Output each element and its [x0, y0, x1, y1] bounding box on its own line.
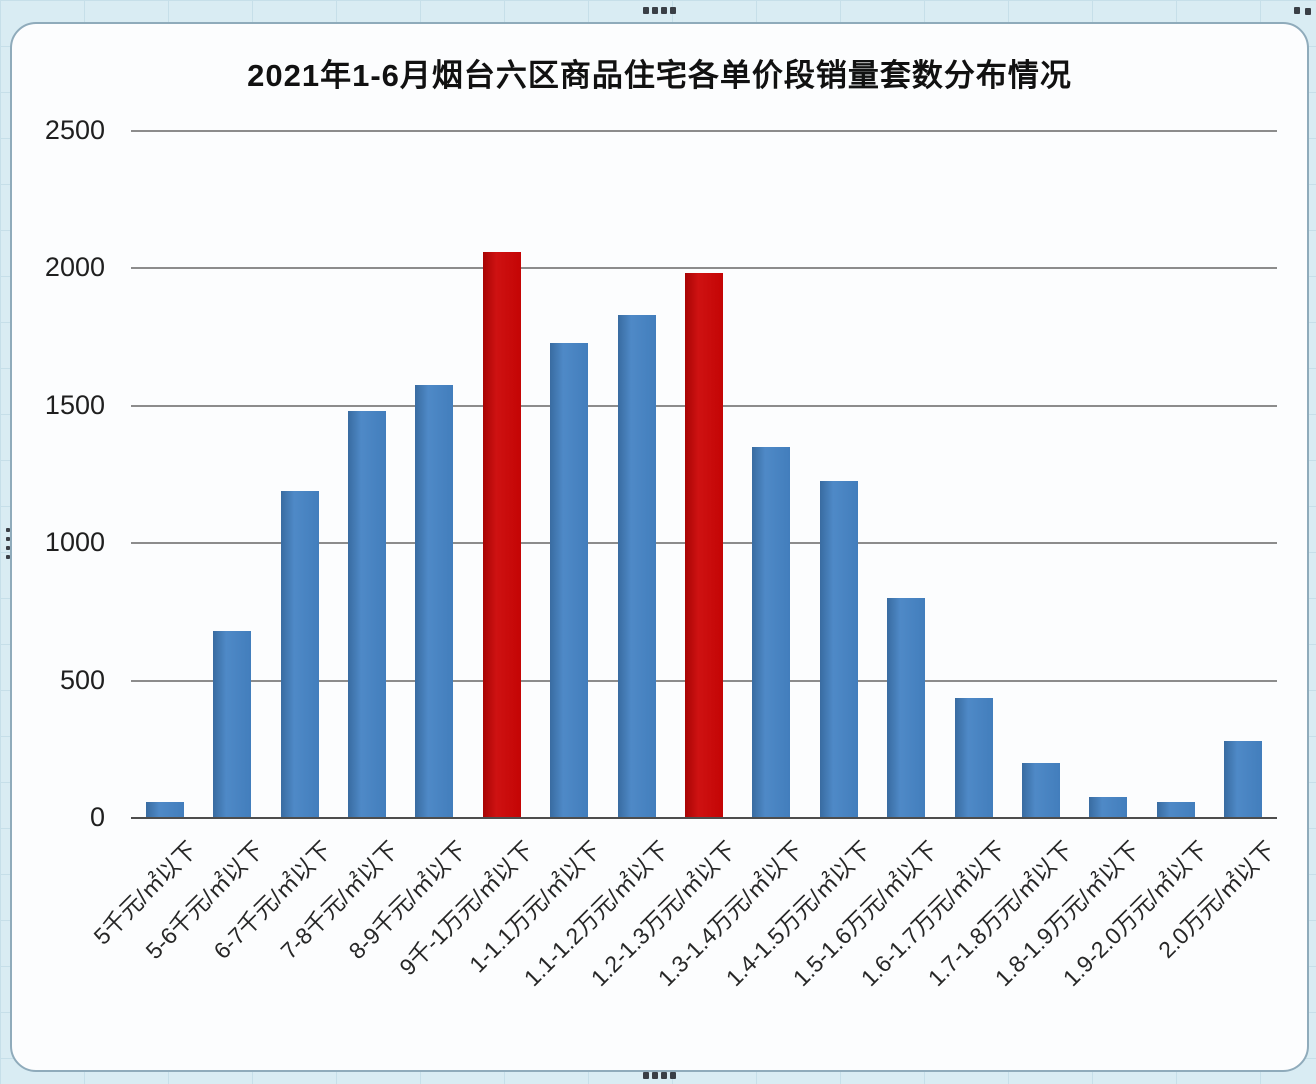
- y-axis-tick-label: 1000: [44, 527, 105, 558]
- bar-shading: [1022, 763, 1061, 818]
- cell-mark: [6, 528, 10, 532]
- bar[interactable]: [145, 801, 184, 818]
- bar-shading: [819, 481, 858, 818]
- bar-shading: [1156, 801, 1195, 818]
- bar-shading: [550, 342, 589, 818]
- y-axis-tick-label: 2000: [44, 252, 105, 283]
- bar[interactable]: [954, 698, 993, 818]
- bar-shading: [617, 315, 656, 818]
- bar[interactable]: [1224, 741, 1263, 818]
- bar[interactable]: [617, 315, 656, 818]
- cell-mark: [643, 7, 649, 14]
- x-axis-line: [131, 817, 1277, 819]
- bar[interactable]: [752, 447, 791, 818]
- bar-shading: [280, 490, 319, 818]
- chart-title: 2021年1-6月烟台六区商品住宅各单价段销量套数分布情况: [247, 58, 1072, 93]
- cell-mark: [6, 546, 10, 550]
- bar-shading: [1089, 797, 1128, 818]
- cell-mark: [661, 1072, 667, 1079]
- bar[interactable]: [213, 631, 252, 818]
- bar-shading: [752, 447, 791, 818]
- bar-highlighted[interactable]: [482, 251, 521, 818]
- bar-shading: [887, 598, 926, 818]
- bar[interactable]: [1022, 763, 1061, 818]
- cell-mark: [6, 555, 10, 559]
- bar-shading: [1224, 741, 1263, 818]
- gridline: [131, 267, 1277, 270]
- bar-highlighted[interactable]: [685, 272, 723, 818]
- bar[interactable]: [1156, 801, 1195, 818]
- bar[interactable]: [550, 342, 589, 818]
- bar[interactable]: [819, 481, 858, 818]
- gridline: [131, 130, 1277, 132]
- bar-shading: [954, 698, 993, 818]
- bar-shading: [213, 631, 252, 818]
- bar-shading: [347, 411, 386, 818]
- y-axis-tick-label: 0: [89, 802, 105, 832]
- bar[interactable]: [280, 490, 319, 818]
- cell-mark: [1305, 8, 1311, 15]
- cell-mark: [1294, 7, 1300, 14]
- y-axis-tick-label: 1500: [44, 389, 105, 420]
- bar[interactable]: [1089, 797, 1128, 818]
- cell-mark: [652, 1072, 658, 1079]
- bar-shading: [685, 272, 723, 818]
- y-axis-tick-label: 2500: [44, 115, 105, 145]
- bar-shading: [482, 251, 521, 818]
- bar[interactable]: [887, 598, 926, 818]
- bar-shading: [415, 385, 454, 818]
- bar-chart-object[interactable]: 2021年1-6月烟台六区商品住宅各单价段销量套数分布情况 0 500 1000 15…: [10, 22, 1309, 1072]
- bar[interactable]: [415, 385, 454, 818]
- cell-mark: [670, 1072, 676, 1079]
- bar[interactable]: [347, 411, 386, 818]
- cell-mark: [643, 1072, 649, 1079]
- cell-mark: [670, 7, 676, 14]
- cell-mark: [661, 7, 667, 14]
- y-axis-tick-label: 500: [59, 664, 105, 695]
- cell-mark: [6, 537, 10, 541]
- bar-shading: [145, 801, 184, 818]
- cell-mark: [652, 7, 658, 14]
